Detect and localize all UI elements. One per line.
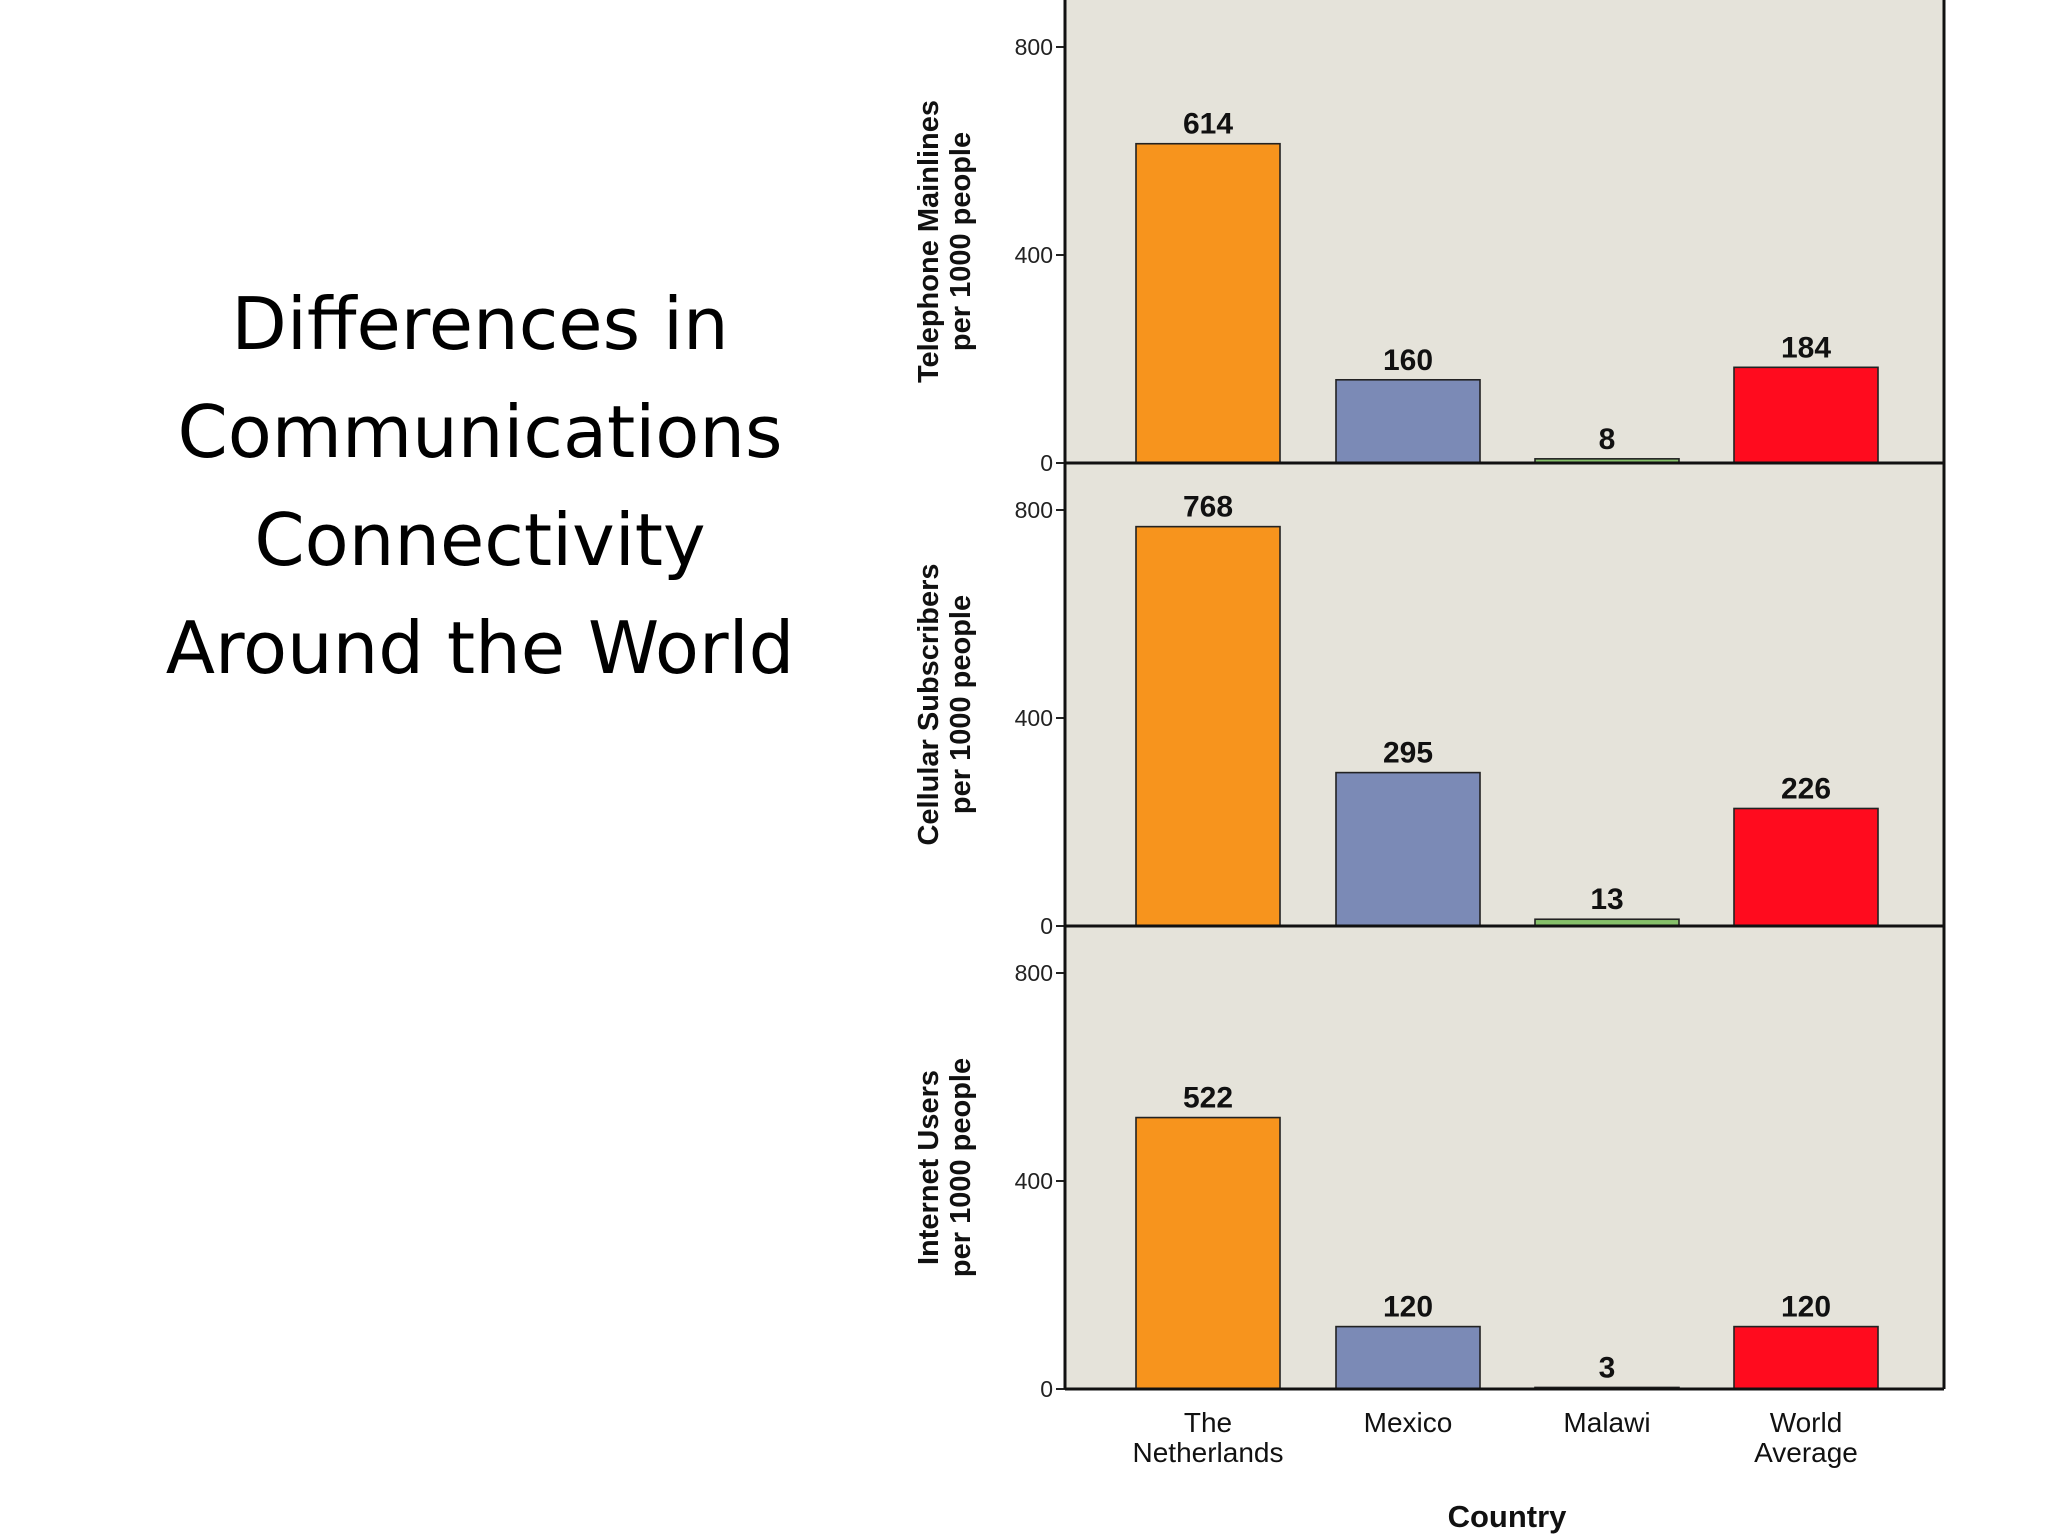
- data-label: 160: [1383, 344, 1433, 377]
- x-tick-label-line: World: [1770, 1407, 1843, 1438]
- title-line: Around the World: [165, 606, 795, 690]
- y-axis-label-line: Telephone Mainlines: [913, 100, 945, 383]
- data-label: 13: [1590, 883, 1623, 916]
- data-label: 120: [1781, 1291, 1831, 1324]
- title-line: Communications: [177, 390, 783, 474]
- bar: [1335, 378, 1481, 464]
- y-axis-label: Telephone Mainlinesper 1000 people: [913, 100, 977, 383]
- bar: [1733, 1325, 1879, 1390]
- y-axis-label-line: per 1000 people: [945, 595, 977, 814]
- data-label: 226: [1781, 772, 1831, 805]
- data-label: 8: [1599, 423, 1616, 456]
- y-axis-label: Internet Usersper 1000 people: [913, 1058, 977, 1277]
- data-label: 768: [1183, 491, 1233, 524]
- x-tick-label-line: Average: [1754, 1437, 1858, 1468]
- data-label: 614: [1183, 108, 1233, 141]
- bar: [1733, 807, 1879, 927]
- y-axis-label-line: Cellular Subscribers: [913, 563, 945, 845]
- x-tick-label-line: The: [1184, 1407, 1232, 1438]
- x-tick-label: The Netherlands: [1133, 1407, 1284, 1468]
- y-tick-label: 0: [1040, 1376, 1053, 1402]
- y-axis-label-line: per 1000 people: [945, 132, 977, 351]
- title-line: Differences in: [231, 282, 729, 366]
- bar: [1335, 771, 1481, 927]
- y-tick-label: 400: [1015, 1168, 1053, 1194]
- x-tick-label: Malawi: [1563, 1407, 1650, 1438]
- x-axis-label: Country: [1448, 1499, 1568, 1534]
- slide-title: Differences in Communications Connectivi…: [120, 270, 840, 702]
- y-tick-label: 800: [1015, 960, 1053, 986]
- y-axis-label-line: Internet Users: [913, 1070, 945, 1265]
- y-tick-label: 400: [1015, 242, 1053, 268]
- y-tick-label: 0: [1040, 450, 1053, 476]
- title-line: Connectivity: [254, 498, 706, 582]
- bar: [1733, 366, 1879, 464]
- x-tick-label: Mexico: [1364, 1407, 1453, 1438]
- y-axis-label: Cellular Subscribersper 1000 people: [913, 563, 977, 845]
- bar: [1335, 1325, 1481, 1390]
- data-label: 120: [1383, 1291, 1433, 1324]
- x-tick-label: World Average: [1754, 1407, 1858, 1468]
- data-label: 184: [1781, 331, 1831, 364]
- y-tick-label: 800: [1015, 497, 1053, 523]
- y-axis-label-line: per 1000 people: [945, 1058, 977, 1277]
- bar: [1135, 1116, 1281, 1390]
- y-tick-label: 400: [1015, 705, 1053, 731]
- y-tick-label: 800: [1015, 34, 1053, 60]
- data-label: 295: [1383, 737, 1433, 770]
- x-tick-label-line: Malawi: [1563, 1407, 1650, 1438]
- x-tick-label-line: Mexico: [1364, 1407, 1453, 1438]
- data-label: 522: [1183, 1082, 1233, 1115]
- x-tick-label-line: Netherlands: [1133, 1437, 1284, 1468]
- bar: [1135, 525, 1281, 927]
- y-tick-label: 0: [1040, 913, 1053, 939]
- data-label: 3: [1599, 1351, 1616, 1384]
- bar: [1135, 142, 1281, 464]
